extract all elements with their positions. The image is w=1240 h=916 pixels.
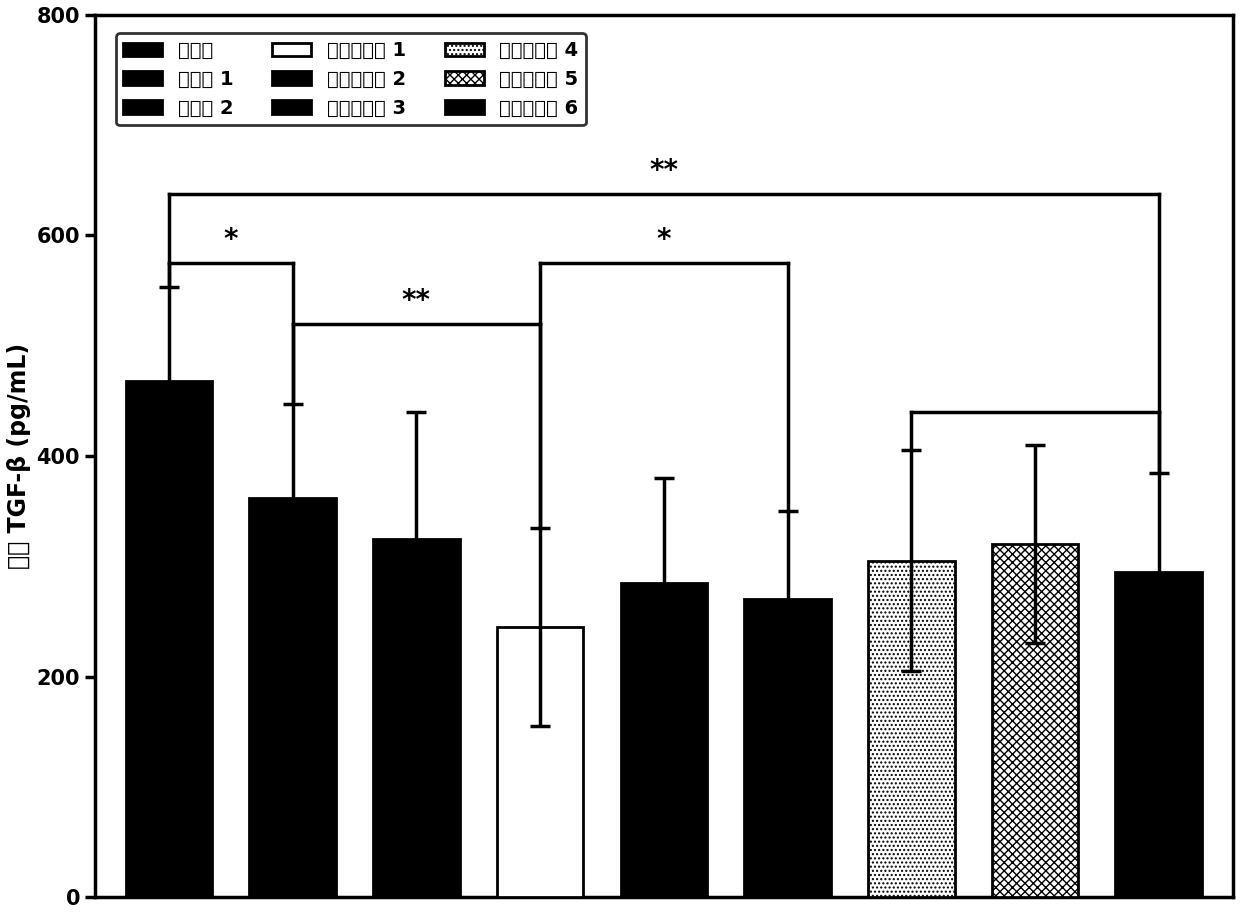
Text: *: * — [223, 226, 238, 255]
Bar — [992, 544, 1079, 897]
Text: **: ** — [402, 287, 430, 315]
Bar — [744, 599, 831, 897]
Bar — [620, 583, 707, 897]
Y-axis label: 血清 TGF-β (pg/mL): 血清 TGF-β (pg/mL) — [7, 343, 31, 569]
Bar — [125, 381, 212, 897]
Text: **: ** — [650, 157, 678, 185]
Bar — [373, 539, 460, 897]
Bar — [868, 561, 955, 897]
Bar — [497, 627, 583, 897]
Bar — [1116, 572, 1202, 897]
Text: *: * — [656, 226, 671, 255]
Legend: 对照组, 干预组 1, 干预组 2, 联合干预组 1, 联合干预组 2, 联合干预组 3, 联合干预组 4, 联合干预组 5, 联合干预组 6: 对照组, 干预组 1, 干预组 2, 联合干预组 1, 联合干预组 2, 联合干… — [115, 34, 587, 125]
Bar — [249, 498, 336, 897]
